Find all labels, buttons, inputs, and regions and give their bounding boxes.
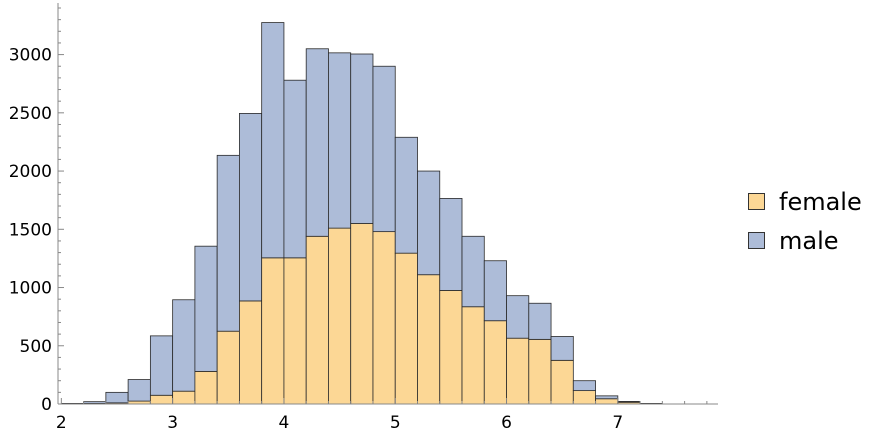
y-tick-label: 1500	[9, 220, 52, 240]
y-tick-label: 0	[41, 395, 52, 415]
bar-male-20	[506, 295, 530, 339]
bar-male-11	[305, 48, 329, 237]
y-tick-label: 3000	[9, 46, 52, 66]
bar-male-24	[595, 395, 619, 400]
bar-male-6	[194, 245, 218, 372]
x-tick-label: 7	[612, 413, 623, 433]
bar-female-18	[461, 306, 485, 405]
bar-female-9	[261, 257, 285, 405]
bar-male-25	[617, 401, 641, 403]
bar-female-4	[149, 394, 174, 405]
bar-male-19	[483, 260, 507, 322]
bar-female-7	[216, 330, 240, 405]
bar-female-15	[394, 252, 418, 405]
bar-male-1	[83, 401, 107, 404]
bar-male-8	[239, 113, 263, 302]
bar-female-16	[417, 274, 441, 405]
bar-male-13	[350, 53, 374, 224]
bar-male-17	[439, 198, 463, 291]
legend-label-male: male	[779, 226, 839, 255]
legend-item-female: female	[748, 182, 862, 221]
bars-group	[60, 22, 663, 405]
bar-female-17	[439, 290, 463, 405]
x-tick-label: 5	[390, 413, 401, 433]
y-tick-label: 2500	[9, 104, 52, 124]
legend-swatch-female	[748, 193, 765, 210]
bar-male-3	[127, 379, 151, 402]
y-tick-label: 1000	[9, 279, 52, 299]
bar-male-10	[283, 79, 307, 259]
y-tick-label: 500	[20, 337, 52, 357]
bar-male-4	[149, 335, 174, 396]
bar-female-11	[305, 235, 329, 405]
bar-female-19	[483, 320, 507, 405]
bar-female-12	[328, 227, 352, 405]
bar-male-12	[328, 52, 352, 229]
bar-male-15	[394, 136, 418, 254]
bar-female-8	[239, 300, 263, 405]
bar-female-6	[194, 370, 218, 405]
axes-group: 2 3 4 5 6 7 0 500 1000 1500 2000 2500 3000	[9, 3, 718, 433]
x-tick-label: 4	[279, 413, 290, 433]
bar-male-14	[372, 65, 396, 233]
bar-male-7	[216, 154, 240, 332]
bar-female-24	[595, 398, 619, 405]
bar-female-14	[372, 231, 396, 405]
x-tick-label: 3	[167, 413, 178, 433]
x-tick-label: 2	[56, 413, 67, 433]
y-tick-label: 2000	[9, 162, 52, 182]
bar-female-20	[506, 337, 530, 405]
bar-male-23	[572, 380, 596, 392]
bar-male-2	[105, 391, 129, 404]
bar-female-13	[350, 223, 374, 405]
bar-male-16	[417, 170, 441, 276]
bar-male-21	[528, 302, 552, 340]
bar-male-9	[261, 22, 285, 259]
bar-male-18	[461, 235, 485, 308]
bar-female-23	[572, 390, 596, 405]
x-tick-label: 6	[501, 413, 512, 433]
legend-item-male: male	[748, 221, 862, 260]
bar-female-5	[172, 390, 196, 405]
legend-swatch-male	[748, 232, 765, 249]
bar-male-22	[550, 336, 574, 361]
bar-female-10	[283, 257, 307, 405]
bar-male-5	[172, 299, 196, 392]
bar-female-21	[528, 338, 552, 405]
legend: female male	[748, 182, 862, 260]
legend-label-female: female	[779, 187, 862, 216]
bar-female-22	[550, 359, 574, 405]
